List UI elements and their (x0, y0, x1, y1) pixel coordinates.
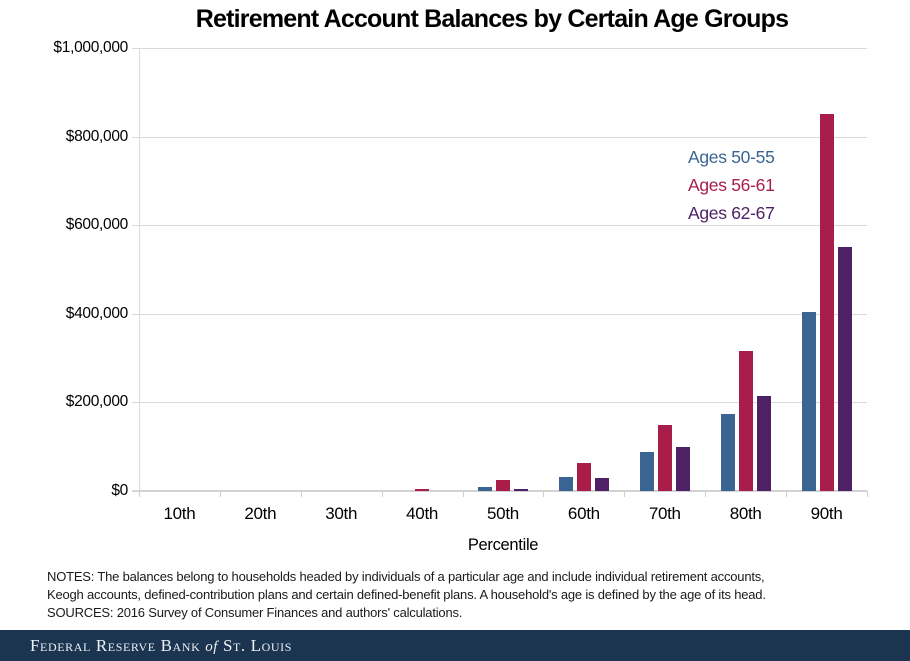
x-tick-label: 90th (810, 504, 843, 523)
footer-bar: Federal Reserve Bank of St. Louis (0, 630, 910, 661)
y-tick (132, 225, 139, 227)
x-tick (462, 491, 464, 497)
y-tick-label: $400,000 (65, 304, 129, 322)
x-tick (543, 491, 545, 497)
x-tick-label: 70th (648, 504, 681, 523)
x-axis-baseline (132, 490, 867, 492)
x-tick-label: 20th (244, 504, 277, 523)
bar (496, 480, 510, 491)
bar (838, 247, 852, 491)
sources-line: SOURCES: 2016 Survey of Consumer Finance… (47, 605, 463, 620)
x-tick (381, 491, 383, 497)
footer-bank-left: Federal Reserve Bank (30, 636, 201, 655)
x-tick-label: 60th (567, 504, 600, 523)
y-tick-label: $0 (111, 482, 128, 499)
gridline (139, 313, 867, 315)
chart-notes: NOTES: The balances belong to households… (47, 568, 907, 622)
bar (802, 312, 816, 491)
x-tick (624, 491, 626, 497)
x-tick (786, 491, 788, 497)
y-tick (132, 490, 139, 491)
y-tick-label: $1,000,000 (53, 39, 128, 56)
bar (757, 396, 771, 491)
x-tick-label: 30th (325, 504, 358, 523)
gridline (139, 48, 867, 49)
x-tick-label: 10th (163, 504, 196, 523)
notes-line: Keogh accounts, defined-contribution pla… (47, 587, 766, 602)
x-tick (300, 491, 302, 497)
plot-area (132, 48, 868, 497)
bar (820, 114, 834, 491)
bar (559, 477, 573, 491)
gridline (139, 402, 867, 404)
bar (721, 414, 735, 491)
bar (595, 478, 609, 491)
bar (577, 463, 591, 491)
bar (739, 351, 753, 491)
bar (640, 452, 654, 491)
y-tick-label: $200,000 (65, 393, 129, 411)
y-axis-line (139, 48, 140, 491)
x-tick-label: 40th (406, 504, 439, 523)
bar (478, 487, 492, 491)
chart-legend: Ages 50-55 Ages 56-61 Ages 62-67 (688, 143, 775, 227)
x-tick-label: 80th (729, 504, 762, 523)
chart-title: Retirement Account Balances by Certain A… (195, 5, 789, 33)
legend-item: Ages 56-61 (688, 175, 775, 195)
gridline (139, 136, 867, 138)
x-tick (867, 491, 868, 497)
footer-bank-right: St. Louis (222, 636, 293, 655)
legend-item: Ages 62-67 (688, 203, 775, 223)
y-tick-label: $600,000 (65, 216, 129, 234)
bar (658, 425, 672, 491)
y-tick (132, 136, 139, 138)
legend-item: Ages 50-55 (688, 147, 775, 167)
x-tick (705, 491, 707, 497)
bar (514, 489, 528, 491)
x-tick (139, 491, 140, 497)
footer-of: of (205, 639, 219, 655)
y-tick (132, 313, 139, 315)
y-tick-label: $800,000 (65, 127, 129, 145)
footer-bank-name: Federal Reserve Bank of St. Louis (0, 630, 910, 661)
y-tick (132, 48, 139, 49)
bar (415, 489, 429, 491)
x-axis-title: Percentile (467, 536, 539, 554)
bar (676, 447, 690, 491)
y-tick (132, 402, 139, 404)
x-tick (219, 491, 221, 497)
notes-line: NOTES: The balances belong to households… (47, 569, 765, 584)
x-tick-label: 50th (487, 504, 519, 523)
gridline (139, 225, 867, 227)
